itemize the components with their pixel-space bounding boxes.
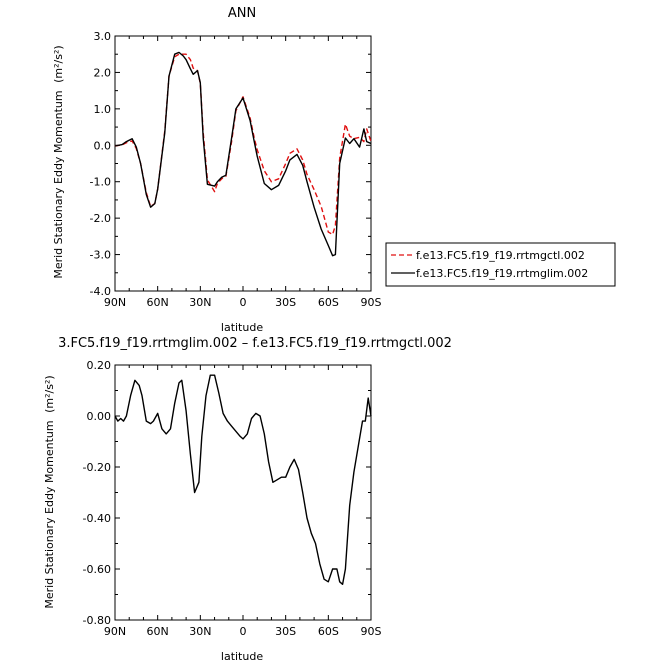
top-y-tick-label: 3.0: [94, 30, 112, 43]
top-series-line-0: [114, 53, 372, 236]
bottom-x-tick-label: 60N: [147, 625, 169, 638]
bottom-chart-panel: 3.FC5.f19_f19.rrtmglim.002 – f.e13.FC5.f…: [43, 336, 452, 663]
legend-label-ctl: f.e13.FC5.f19_f19.rrtmgctl.002: [416, 249, 585, 262]
top-x-tick-label: 30N: [189, 296, 211, 309]
bottom-y-axis-label: Merid Stationary Eddy Momentum (m²/s²): [43, 375, 56, 608]
bottom-series-group: [114, 374, 372, 585]
bottom-x-axis-label: latitude: [221, 650, 263, 663]
bottom-series-line-0: [114, 374, 372, 585]
top-series-group: [114, 51, 372, 257]
top-y-tick-label: -2.0: [90, 212, 111, 225]
top-x-tick-label: 30S: [275, 296, 296, 309]
top-x-tick-label: 90N: [104, 296, 126, 309]
top-plot-frame: [114, 35, 372, 292]
bottom-x-tick-label: 30N: [189, 625, 211, 638]
bottom-plot-frame: [114, 364, 372, 621]
top-y-tick-label: -3.0: [90, 249, 111, 262]
top-axis-ticks: 90N 60N 30N 0 30S 60S 90S -4.0 -3.0 -2.0 -1.0 0.0 1.…: [90, 30, 382, 309]
top-x-tick-label: 0: [240, 296, 247, 309]
bottom-x-tick-label: 0: [240, 625, 247, 638]
top-chart-title: ANN: [228, 6, 256, 21]
legend-label-mglim: f.e13.FC5.f19_f19.rrtmglim.002: [416, 267, 588, 280]
bottom-x-tick-label: 30S: [275, 625, 296, 638]
top-y-tick-label: 0.0: [94, 139, 112, 152]
bottom-x-tick-label: 90N: [104, 625, 126, 638]
bottom-y-tick-label: 0.20: [87, 359, 112, 372]
top-x-axis-label: latitude: [221, 321, 263, 334]
legend-box: [385, 242, 616, 287]
top-y-tick-label: -1.0: [90, 176, 111, 189]
bottom-x-tick-label: 60S: [318, 625, 339, 638]
bottom-y-axis-label-name: Merid Stationary Eddy Momentum: [43, 420, 56, 608]
bottom-y-tick-label: 0.00: [87, 410, 112, 423]
top-y-tick-label: -4.0: [90, 285, 111, 298]
top-y-axis-label: Merid Stationary Eddy Momentum (m²/s²): [52, 45, 65, 278]
bottom-y-tick-label: -0.40: [83, 512, 111, 525]
bottom-x-tick-label: 90S: [361, 625, 382, 638]
top-x-tick-label: 90S: [361, 296, 382, 309]
bottom-axis-ticks: 90N 60N 30N 0 30S 60S 90S -0.80 -0.60 -0.40 -0.20 0…: [83, 359, 382, 638]
top-y-tick-label: 2.0: [94, 66, 112, 79]
top-x-tick-label: 60N: [147, 296, 169, 309]
bottom-y-tick-label: -0.20: [83, 461, 111, 474]
top-chart-panel: ANN 90N 60N 30N 0 30S 60S 90S -4.0 -3.0 -2.0 -1.0 0…: [52, 6, 616, 334]
bottom-chart-title: 3.FC5.f19_f19.rrtmglim.002 – f.e13.FC5.f…: [58, 336, 452, 351]
top-series-line-1: [114, 51, 372, 257]
bottom-y-tick-label: -0.80: [83, 614, 111, 627]
top-y-axis-label-unit: (m²/s²): [52, 45, 65, 83]
top-x-tick-label: 60S: [318, 296, 339, 309]
bottom-y-tick-label: -0.60: [83, 563, 111, 576]
legend: f.e13.FC5.f19_f19.rrtmgctl.002 f.e13.FC5…: [385, 242, 616, 287]
top-y-tick-label: 1.0: [94, 103, 112, 116]
bottom-y-axis-label-unit: (m²/s²): [43, 375, 56, 413]
top-y-axis-label-name: Merid Stationary Eddy Momentum: [52, 90, 65, 278]
